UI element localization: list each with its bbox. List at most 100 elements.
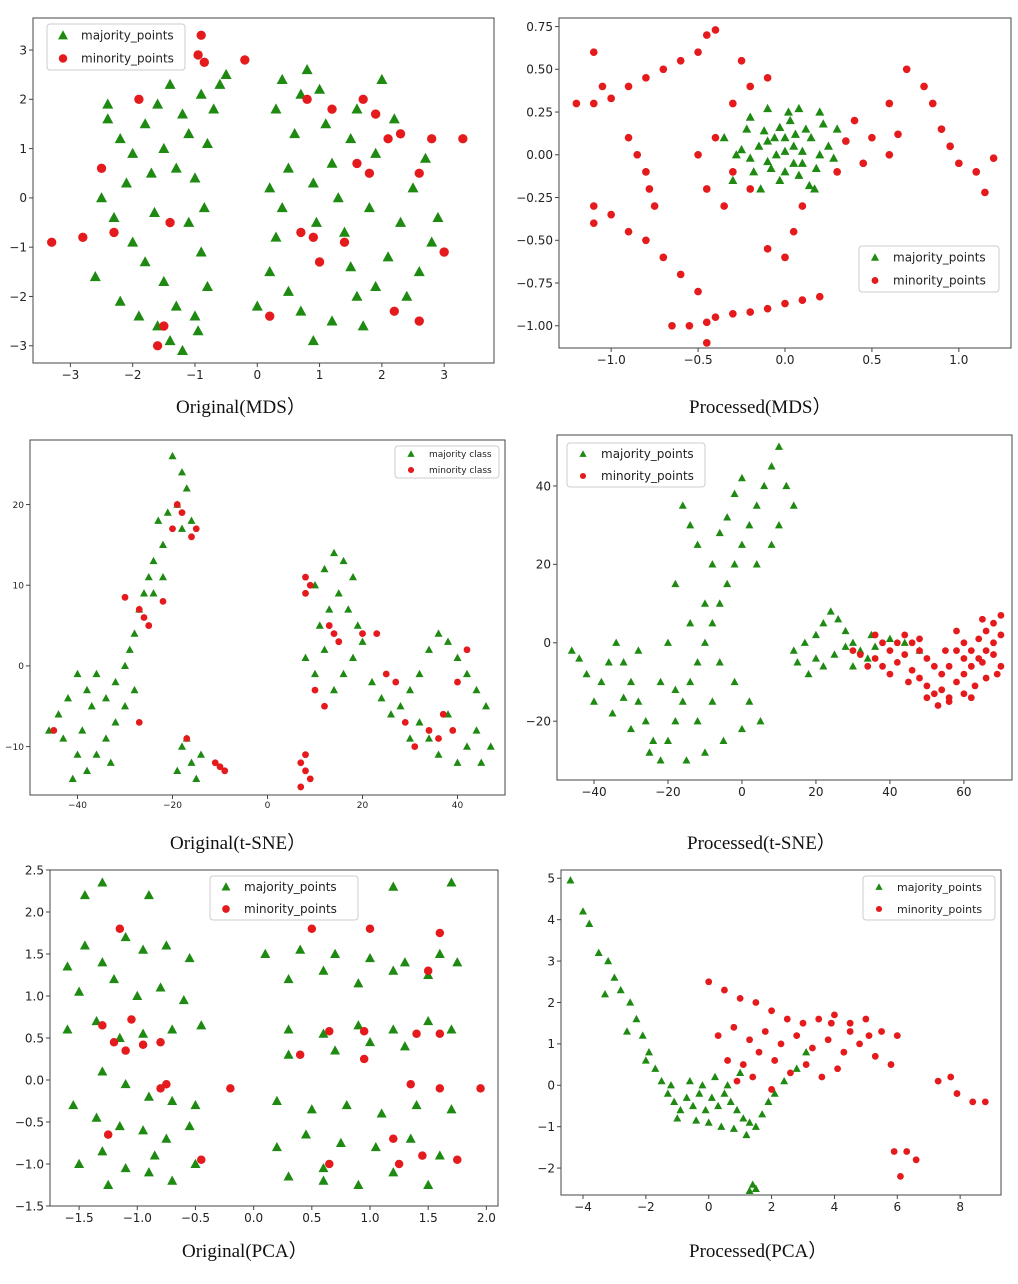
data-point: [733, 1105, 741, 1114]
data-point: [942, 647, 949, 655]
data-point: [811, 654, 820, 662]
data-point: [979, 615, 986, 623]
data-point: [140, 589, 148, 597]
data-point: [809, 1044, 816, 1052]
minority-series: [50, 501, 471, 791]
data-point: [165, 217, 175, 228]
data-point: [834, 1065, 841, 1073]
data-point: [311, 686, 319, 694]
data-point: [715, 599, 724, 607]
legend-label-majority: majority_points: [897, 881, 982, 894]
data-point: [604, 956, 613, 965]
data-point: [178, 468, 186, 476]
data-point: [330, 630, 338, 638]
data-point: [798, 202, 807, 210]
data-point: [435, 1029, 445, 1039]
data-point: [307, 177, 319, 188]
x-tick-label: 40: [452, 801, 464, 811]
data-point: [763, 304, 772, 313]
data-point: [723, 1081, 732, 1089]
data-point: [423, 1179, 434, 1189]
data-point: [425, 727, 433, 734]
data-point: [794, 170, 804, 179]
data-point: [737, 144, 747, 154]
data-point: [120, 1078, 131, 1089]
data-point: [761, 1028, 769, 1035]
data-point: [885, 99, 894, 108]
data-point: [345, 132, 357, 144]
data-point: [775, 122, 785, 131]
x-tick-label: −40: [68, 801, 87, 811]
data-point: [178, 742, 186, 750]
data-point: [724, 1057, 731, 1064]
data-point: [435, 735, 442, 742]
data-point: [749, 1073, 757, 1081]
data-point: [73, 750, 82, 758]
y-tick-label: −3: [9, 339, 27, 353]
data-point: [182, 484, 191, 492]
data-point: [330, 548, 338, 557]
data-point: [721, 986, 728, 994]
data-point: [967, 662, 975, 670]
data-point: [127, 236, 139, 247]
data-point: [295, 88, 307, 99]
data-point: [746, 185, 755, 193]
data-point: [154, 516, 163, 524]
data-point: [729, 1124, 738, 1132]
data-point: [325, 605, 334, 613]
data-point: [376, 1108, 387, 1118]
data-point: [177, 344, 189, 356]
data-point: [612, 638, 621, 646]
data-point: [960, 655, 968, 662]
x-tick-label: 6: [893, 1200, 901, 1214]
data-point: [111, 718, 120, 726]
data-point: [711, 26, 720, 34]
data-point: [824, 1036, 832, 1044]
data-point: [197, 750, 205, 758]
data-point: [314, 83, 326, 94]
data-point: [476, 1084, 485, 1093]
data-point: [102, 113, 114, 124]
data-point: [170, 300, 182, 311]
chart-panel-original-pca: −1.5 −1.0 −0.5 0.0 0.5 1.0 1.5 2.0 −1.5 −1.0 −0.5 0…: [0, 850, 509, 1284]
data-point: [364, 168, 375, 178]
data-point: [138, 1040, 148, 1049]
data-point: [619, 693, 628, 701]
legend-label-majority: majority class: [429, 450, 492, 460]
data-point: [711, 1072, 719, 1081]
data-point: [73, 669, 82, 678]
caption-processed-tsne: Processed(t-SNE）: [687, 833, 836, 854]
data-point: [167, 1095, 178, 1105]
data-point: [818, 1073, 826, 1081]
data-point: [307, 924, 317, 934]
data-point: [195, 88, 207, 99]
data-point: [156, 1037, 165, 1047]
data-point: [859, 159, 868, 168]
data-point: [155, 982, 166, 992]
legend-marker-minority: [871, 277, 879, 284]
data-point: [804, 180, 814, 190]
y-tick-label: −10: [5, 743, 24, 753]
data-point: [771, 1057, 779, 1064]
data-point: [388, 1167, 399, 1177]
scatter-chart-processed-pca: −4 −2 0 2 4 6 8 −2 −1 0 1 2 3 4 5 majority_pointsminori…: [537, 869, 1002, 1214]
y-tick-label: 0: [547, 1079, 555, 1093]
data-point: [188, 533, 195, 541]
data-point: [388, 881, 399, 891]
data-point: [132, 990, 143, 1000]
data-point: [701, 1105, 710, 1114]
data-point: [708, 560, 717, 568]
data-point: [953, 678, 960, 686]
data-point: [589, 202, 598, 210]
data-point: [793, 1032, 801, 1040]
data-point: [894, 130, 902, 139]
majority-series: [89, 63, 444, 356]
data-point: [780, 167, 790, 176]
data-point: [682, 1093, 691, 1101]
data-point: [178, 994, 189, 1005]
data-point: [575, 654, 584, 662]
legend-label-minority: minority_points: [81, 52, 174, 66]
data-point: [359, 630, 366, 638]
data-point: [798, 296, 807, 304]
data-point: [449, 727, 457, 734]
